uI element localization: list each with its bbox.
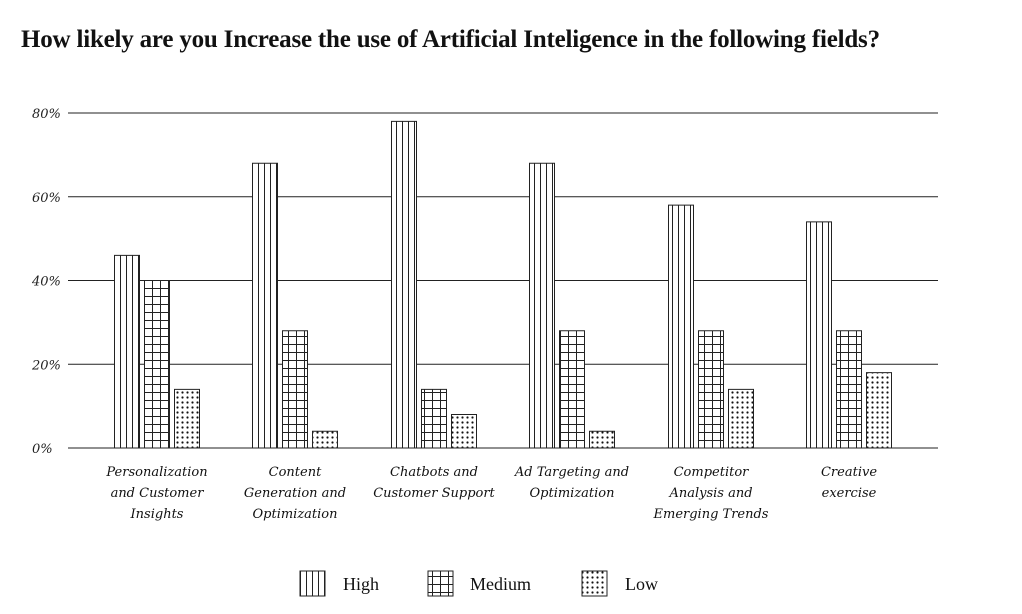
x-category-label: Emerging Trends xyxy=(653,507,769,522)
x-category-label: exercise xyxy=(822,486,877,501)
x-category-label: Analysis and xyxy=(668,486,752,501)
bar-medium-1 xyxy=(144,280,170,449)
bar-low-4 xyxy=(589,430,615,449)
bar-high-3 xyxy=(391,120,417,449)
y-tick-label: 0% xyxy=(32,442,53,457)
y-tick-label: 40% xyxy=(31,275,61,290)
bar-low-5 xyxy=(728,388,754,449)
x-category-label: Chatbots and xyxy=(390,465,478,480)
bar-medium-6 xyxy=(836,330,862,449)
x-category-label: Optimization xyxy=(252,507,337,522)
legend-label-high: High xyxy=(343,574,379,594)
x-category-label: Optimization xyxy=(529,486,614,501)
x-category-label: Competitor xyxy=(674,465,750,480)
bar-high-4 xyxy=(529,162,555,449)
bar-medium-2 xyxy=(282,330,308,449)
legend-label-medium: Medium xyxy=(470,574,531,594)
bar-high-6 xyxy=(806,221,832,449)
x-category-label: and Customer xyxy=(111,486,205,501)
bar-low-1 xyxy=(174,388,200,449)
bar-medium-5 xyxy=(698,330,724,449)
legend-label-low: Low xyxy=(625,574,658,594)
bar-low-3 xyxy=(451,414,477,449)
bar-medium-4 xyxy=(559,330,585,449)
x-category-label: Personalization xyxy=(105,465,207,480)
x-category-label: Creative xyxy=(821,465,877,480)
bar-medium-3 xyxy=(421,388,447,449)
y-tick-label: 60% xyxy=(32,191,61,206)
bar-high-5 xyxy=(668,204,694,449)
x-category-label: Content xyxy=(269,465,322,480)
legend-swatch-medium xyxy=(427,570,454,597)
y-tick-label: 20% xyxy=(31,358,61,373)
chart-title: How likely are you Increase the use of A… xyxy=(21,26,880,53)
x-category-label: Insights xyxy=(130,507,184,522)
bar-low-2 xyxy=(312,430,338,449)
y-tick-label: 80% xyxy=(32,107,61,122)
legend-swatch-high xyxy=(299,570,326,597)
bar-high-2 xyxy=(252,162,278,449)
x-category-label: Ad Targeting and xyxy=(514,465,629,480)
bar-low-6 xyxy=(866,372,892,449)
legend-swatch-low xyxy=(581,570,608,597)
bar-high-1 xyxy=(114,254,140,449)
x-category-label: Customer Support xyxy=(373,486,495,501)
x-category-label: Generation and xyxy=(244,486,346,501)
